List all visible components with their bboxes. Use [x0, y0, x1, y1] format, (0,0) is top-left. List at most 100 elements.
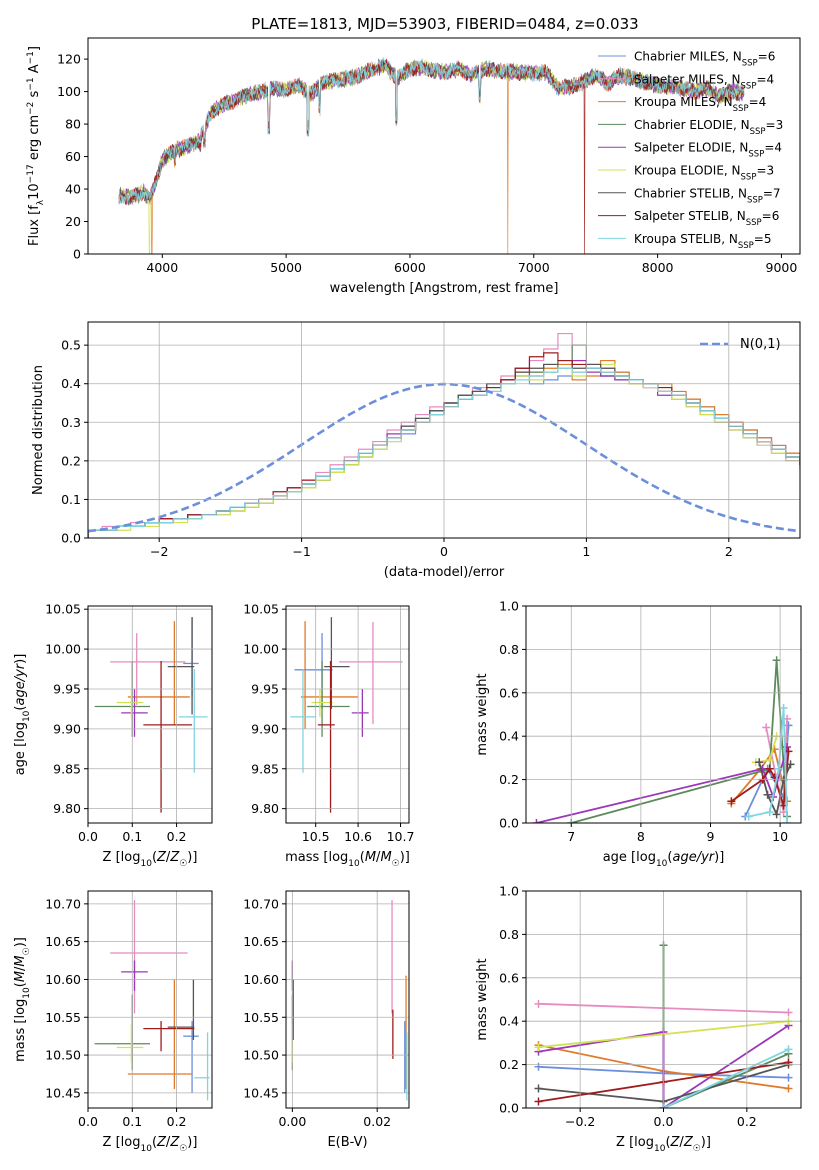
- tick-label-y: 100: [57, 84, 81, 99]
- tick-label-y: 0.8: [499, 642, 519, 657]
- weight-marker: [774, 764, 783, 773]
- tick-label-x: 10.6: [344, 829, 372, 844]
- x-axis-label: Z [log10(Z/Z☉)]: [616, 1135, 711, 1154]
- x-axis-label: Z [log10(Z/Z☉)]: [103, 850, 198, 869]
- histogram-salpeter-elodie: [88, 359, 800, 538]
- plot-area: [291, 900, 408, 1101]
- y-axis-label-part: Normed distribution: [31, 365, 46, 495]
- legend-label-sub: SSP: [741, 173, 757, 183]
- x-axis-label-part: ☉: [179, 1144, 187, 1154]
- legend-label-sub: SSP: [738, 241, 754, 251]
- panel-mass_vs_Z: 0.0 0.1 0.2 10.45 10.50 10.55 10.60 10.65 10.70 Z…: [13, 890, 213, 1154]
- tick-label-y: 120: [57, 52, 81, 67]
- legend-label-part: =4: [749, 95, 767, 109]
- tick-label-y: 0.1: [61, 492, 81, 507]
- tick-label-x: 8000: [642, 260, 674, 275]
- weight-marker: [784, 721, 793, 730]
- tick-label-x: 0.2: [737, 1114, 757, 1129]
- tick-label-y: 0.4: [499, 729, 519, 744]
- panel-weight_vs_Z: −0.2 0.0 0.20.00.20.40.60.81.0Z [log10(Z/Z…: [475, 884, 802, 1154]
- tick-label-x: 0.2: [167, 1114, 187, 1129]
- tick-label-y: 0.6: [499, 970, 519, 985]
- tick-label-y: 10.50: [45, 1048, 81, 1063]
- tick-label-x: 6000: [394, 260, 426, 275]
- y-axis-label-part: M: [13, 955, 28, 966]
- x-axis-label-part: ☉: [392, 859, 400, 869]
- tick-label-y: 0: [73, 247, 81, 262]
- x-axis-label-part: Z: [156, 850, 167, 865]
- weight-marker: [763, 790, 772, 799]
- y-axis-label-part: A: [27, 64, 42, 77]
- tick-label-y: 10.60: [243, 972, 279, 987]
- x-axis-label-part: Z: [683, 1135, 694, 1150]
- y-axis-label-part: /: [13, 966, 28, 971]
- histogram-kroupa-stelib: [88, 367, 800, 538]
- weight-marker: [784, 1084, 793, 1093]
- weight-line-kroupa-stelib: [663, 1048, 789, 1108]
- x-axis-label-part: (: [665, 1135, 670, 1150]
- y-axis-label-part: λ: [36, 199, 46, 205]
- y-axis-label-part: M: [13, 971, 28, 982]
- tick-label-y: 10.65: [45, 934, 81, 949]
- weight-marker: [534, 1043, 543, 1052]
- x-axis-label-part: )]: [187, 1135, 197, 1150]
- x-axis-label-part: Z: [169, 850, 180, 865]
- legend-label-sub: SSP: [746, 218, 762, 228]
- panel-age_vs_mass: 10.5 10.6 10.7 9.80 9.85 9.90 9.95 10.00 10.05 ma…: [243, 602, 414, 869]
- legend-label-part: =6: [762, 209, 780, 223]
- tick-label-x: 0.00: [278, 1114, 306, 1129]
- weight-marker: [727, 797, 736, 806]
- axes-frame: [87, 37, 801, 255]
- tick-label-y: 0.2: [499, 1057, 519, 1072]
- x-axis-label-part: ☉: [693, 1144, 701, 1154]
- tick-label-y: 1.0: [499, 884, 519, 899]
- x-axis-label-part: 10: [140, 859, 152, 869]
- y-axis-label: Flux [fλ10−17 erg cm−2 s−1 A−1]: [26, 46, 46, 246]
- plot-area: [118, 57, 745, 254]
- legend-label-part: =7: [763, 186, 781, 200]
- x-axis-label-part: mass [log: [285, 850, 348, 865]
- legend-label-part: Kroupa STELIB, N: [634, 232, 738, 246]
- tick-label-x: 9: [707, 829, 715, 844]
- tick-label-x: 0.1: [122, 829, 142, 844]
- tick-label-y: 40: [65, 182, 81, 197]
- tick-label-x: −0.2: [565, 1114, 595, 1129]
- x-axis-label-part: 10: [348, 859, 360, 869]
- tick-label-y: 10.45: [45, 1085, 81, 1100]
- y-axis-label-part: ☉: [22, 947, 32, 955]
- weight-marker: [532, 819, 541, 823]
- weight-marker: [765, 764, 774, 773]
- tick-label-x: 0.0: [654, 1114, 674, 1129]
- plot-area: [290, 617, 403, 813]
- histogram-kroupa-miles: [88, 359, 800, 538]
- tick-label-x: 0.2: [167, 829, 187, 844]
- axes-frame: [525, 605, 802, 824]
- tick-label-y: 9.80: [251, 801, 279, 816]
- x-axis-label-part: Z [log: [103, 850, 141, 865]
- tick-label-x: 10.7: [387, 829, 415, 844]
- y-axis-label-part: −1: [26, 77, 36, 90]
- axes-frame: [285, 890, 410, 1109]
- legend-label-sub: SSP: [747, 195, 763, 205]
- weight-marker: [784, 1058, 793, 1067]
- tick-label-x: 0.0: [78, 1114, 98, 1129]
- x-axis-label: E(B-V): [327, 1135, 367, 1150]
- tick-label-y: 10.00: [243, 642, 279, 657]
- legend-label-sub: SSP: [748, 150, 764, 160]
- y-axis-label-part: 10: [22, 710, 32, 722]
- histogram-chabrier-elodie: [88, 344, 800, 538]
- weight-marker: [534, 999, 543, 1008]
- x-axis-label-part: /: [679, 1135, 684, 1150]
- legend-label: Chabrier STELIB, NSSP=7: [634, 186, 781, 205]
- y-axis-label-part: )]: [13, 654, 28, 664]
- weight-marker: [744, 812, 753, 821]
- x-axis-label-part: wavelength [Angstrom, rest frame]: [330, 281, 559, 296]
- y-axis-label-part: mass weight: [475, 958, 490, 1040]
- y-axis-label-part: Flux [f: [27, 205, 42, 246]
- plot-area: [88, 332, 800, 538]
- tick-label-y: 9.90: [251, 721, 279, 736]
- tick-label-y: 0.2: [61, 453, 81, 468]
- weight-marker: [534, 1062, 543, 1071]
- axes-frame: [87, 605, 213, 824]
